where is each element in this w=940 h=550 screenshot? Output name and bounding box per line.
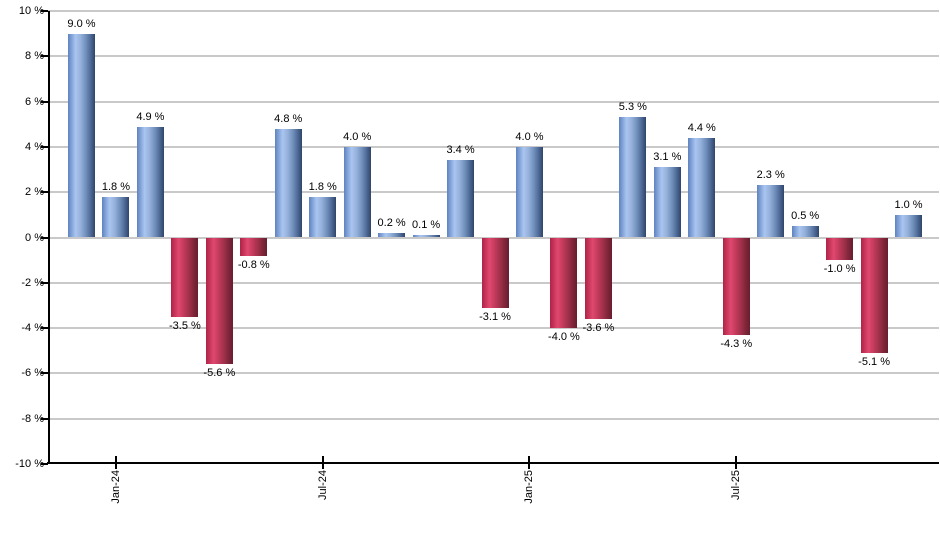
y-axis-tick-mark <box>41 55 48 58</box>
bar-value-label: 0.2 % <box>377 216 406 229</box>
bar <box>550 237 578 329</box>
bar-value-label: 0.5 % <box>791 210 820 223</box>
bar-value-label: 4.4 % <box>687 121 716 134</box>
bar-value-label: 4.0 % <box>515 130 544 143</box>
bar <box>309 196 337 238</box>
bar-value-label: -4.0 % <box>548 331 580 344</box>
bar-value-label: -5.6 % <box>203 367 236 380</box>
bar <box>722 237 750 335</box>
bar <box>584 237 612 320</box>
y-axis <box>48 11 50 464</box>
y-axis-tick-label: 0 % <box>25 231 44 244</box>
bar <box>895 214 923 238</box>
y-axis-tick-label: 2 % <box>25 186 44 199</box>
bar <box>688 137 716 238</box>
bar-value-label: -1.0 % <box>823 263 856 276</box>
bar-value-label: 9.0 % <box>67 17 96 30</box>
bar <box>619 117 647 238</box>
gridline--8pct <box>48 417 939 420</box>
gridline--6pct <box>48 372 939 375</box>
bar-value-label: 1.0 % <box>894 198 923 211</box>
y-axis-tick-mark <box>41 281 48 284</box>
bar <box>447 160 475 238</box>
bar-value-label: 3.4 % <box>446 144 475 157</box>
bar-value-label: -3.1 % <box>479 310 511 323</box>
y-axis-tick-label: 6 % <box>25 95 44 108</box>
y-axis-tick-label: -10 % <box>15 458 44 470</box>
x-axis-tick-label: Jul-24 <box>316 470 329 500</box>
gridline-6pct <box>48 100 939 103</box>
bar-value-label: 4.0 % <box>343 130 372 143</box>
bar <box>274 128 302 238</box>
bar-value-label: 5.3 % <box>618 101 647 114</box>
y-axis-tick-label: -6 % <box>21 367 44 380</box>
y-axis-tick-mark <box>41 145 48 148</box>
bar-value-label: 1.8 % <box>101 180 131 193</box>
y-axis-tick-mark <box>41 10 48 12</box>
x-axis-tick-label: Jul-25 <box>730 470 743 500</box>
bar-value-label: -4.3 % <box>720 337 753 350</box>
bar-value-label: 3.1 % <box>653 151 682 164</box>
gridline--4pct <box>48 327 939 330</box>
bar <box>102 196 130 238</box>
x-axis-tick-mark <box>735 456 738 469</box>
bar-value-label: -3.5 % <box>168 319 201 332</box>
x-axis-tick-mark <box>321 456 324 469</box>
bar <box>653 167 681 238</box>
bar <box>343 146 371 238</box>
y-axis-tick-label: -4 % <box>21 322 44 335</box>
bar <box>481 237 509 308</box>
gridline-2pct <box>48 191 939 194</box>
y-axis-tick-label: 10 % <box>18 5 44 17</box>
bar-value-label: 4.9 % <box>136 110 165 123</box>
bar-value-label: 2.3 % <box>756 169 785 182</box>
y-axis-tick-label: -2 % <box>21 276 44 289</box>
y-axis-tick-label: -8 % <box>21 412 44 425</box>
x-axis-tick-label: Jan-24 <box>109 470 122 504</box>
bar-value-label: 1.8 % <box>308 180 337 193</box>
bar <box>136 126 164 238</box>
bar <box>240 237 268 256</box>
y-axis-tick-mark <box>41 417 48 420</box>
bar <box>378 232 406 238</box>
bar-value-label: 4.8 % <box>274 112 303 125</box>
y-axis-tick-mark <box>41 100 48 103</box>
bar <box>826 237 854 261</box>
bar <box>68 33 95 238</box>
x-axis-tick-mark <box>114 456 117 469</box>
bar <box>412 235 440 238</box>
y-axis-tick-mark <box>41 372 48 375</box>
bar <box>860 237 888 353</box>
x-axis <box>47 462 939 464</box>
bar-value-label: -5.1 % <box>858 356 890 368</box>
y-axis-tick-mark <box>41 236 48 239</box>
bar-value-label: -3.6 % <box>582 322 615 335</box>
y-axis-tick-label: 8 % <box>25 50 44 63</box>
y-axis-tick-mark <box>41 463 48 465</box>
y-axis-tick-label: 4 % <box>25 140 44 153</box>
x-axis-tick-label: Jan-25 <box>523 470 536 504</box>
bar <box>171 237 199 317</box>
gridline-4pct <box>48 145 939 148</box>
bar <box>757 185 785 238</box>
bar-value-label: -0.8 % <box>237 258 270 271</box>
bar <box>515 146 543 238</box>
bar <box>205 237 233 365</box>
gridline-8pct <box>48 55 939 58</box>
x-axis-tick-mark <box>528 456 531 469</box>
y-axis-tick-mark <box>41 327 48 330</box>
bar-value-label: 0.1 % <box>412 219 441 232</box>
y-axis-tick-mark <box>41 191 48 194</box>
gridline-10pct <box>48 10 939 12</box>
bar <box>791 226 819 238</box>
